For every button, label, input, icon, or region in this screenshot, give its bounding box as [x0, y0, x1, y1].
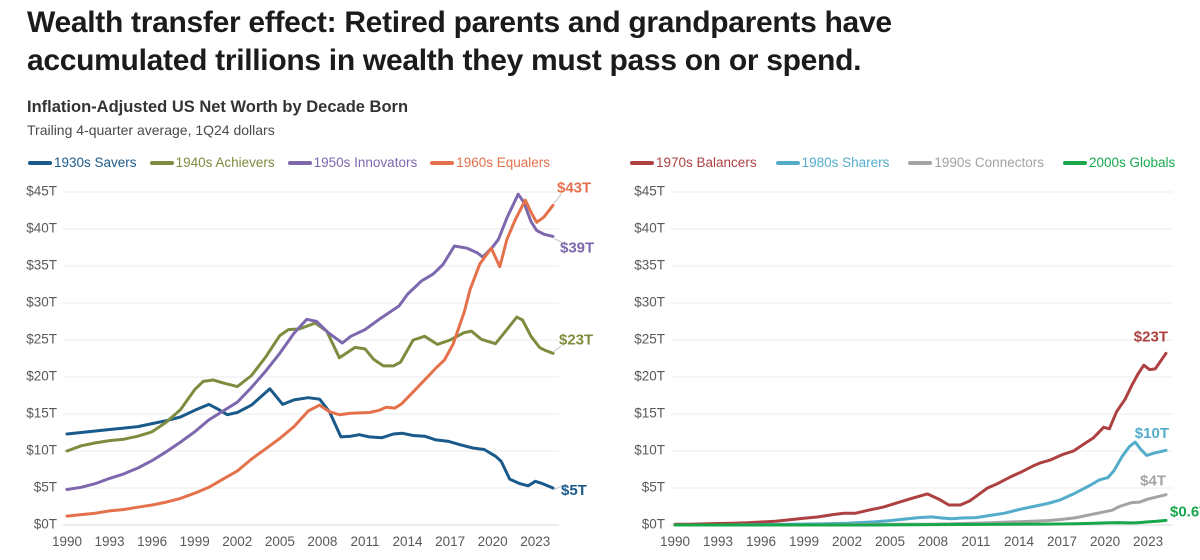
- x-tick-label: 2023: [1133, 534, 1163, 549]
- end-label-1990s-connectors: $4T: [1140, 473, 1166, 490]
- page-title: Wealth transfer effect: Retired parents …: [27, 4, 892, 80]
- end-label-2000s-globals: $0.6T: [1170, 503, 1200, 520]
- x-tick-label: 2008: [307, 534, 337, 549]
- x-tick-label: 2002: [832, 534, 862, 549]
- end-label-1970s-balancers: $23T: [1134, 328, 1168, 345]
- legend-item-1970s-balancers: 1970s Balancers: [630, 155, 757, 170]
- legend-item-1940s-achievers: 1940s Achievers: [149, 155, 275, 170]
- y-tick-label: $45T: [26, 184, 57, 199]
- series-line-1970s-balancers: [673, 351, 1168, 526]
- end-label-leader: [553, 194, 562, 204]
- y-tick-label: $45T: [634, 184, 665, 199]
- end-label-1980s-sharers: $10T: [1135, 425, 1169, 442]
- series-line-1960s-equalers: [65, 198, 555, 518]
- end-label-1940s-achievers: $23T: [559, 331, 593, 348]
- legend-item-1990s-connectors: 1990s Connectors: [908, 155, 1044, 170]
- x-tick-label: 2014: [393, 534, 424, 549]
- y-tick-label: $20T: [634, 369, 665, 384]
- series-line-2000s-globals: [673, 518, 1168, 527]
- legend-swatch-1970s-balancers: [630, 160, 654, 165]
- end-label-leader: [553, 484, 564, 491]
- legend-label-1970s-balancers: 1970s Balancers: [656, 155, 757, 170]
- x-tick-label: 2017: [1047, 534, 1077, 549]
- y-tick-label: $5T: [642, 480, 665, 495]
- net-worth-chart-younger-generations: $45T $40T $35T $30T $25T $20T $15T $10T $5T $0T 19…: [634, 184, 1200, 549]
- legend-item-1930s-savers: 1930s Savers: [28, 155, 137, 170]
- y-tick-label: $25T: [634, 332, 665, 347]
- x-tick-label: 2011: [350, 534, 379, 549]
- y-tick-label: $0T: [34, 517, 57, 532]
- end-label-1960s-equalers: $43T: [557, 179, 591, 196]
- legend-label-1950s-innovators: 1950s Innovators: [313, 155, 418, 170]
- x-tick-label: 2014: [1004, 534, 1035, 549]
- page-title-line1: Wealth transfer effect: Retired parents …: [27, 6, 892, 39]
- legend-label-1990s-connectors: 1990s Connectors: [934, 155, 1044, 170]
- y-tick-label: $15T: [26, 406, 57, 421]
- legend-swatch-1950s-innovators: [287, 160, 312, 165]
- end-label-leader: [553, 237, 563, 243]
- y-tick-label: $40T: [26, 221, 57, 236]
- x-tick-label: 2002: [222, 534, 252, 549]
- legend-item-1950s-innovators: 1950s Innovators: [287, 155, 418, 170]
- x-tick-label: 1996: [746, 534, 776, 549]
- legend-swatch-1940s-achievers: [149, 160, 174, 165]
- y-tick-label: $35T: [634, 258, 665, 273]
- net-worth-chart-older-generations: $45T $40T $35T $30T $25T $20T $15T $10T $5T $0T 19…: [26, 179, 594, 549]
- series-line-1930s-savers: [65, 387, 555, 490]
- legend-swatch-1930s-savers: [28, 160, 52, 165]
- chart-title: Inflation-Adjusted US Net Worth by Decad…: [27, 98, 409, 116]
- x-tick-label: 2020: [1090, 534, 1120, 549]
- x-tick-label: 1999: [789, 534, 819, 549]
- legend-label-1960s-equalers: 1960s Equalers: [456, 155, 551, 170]
- legend-swatch-2000s-globals: [1062, 160, 1087, 165]
- series-line-1990s-connectors: [673, 493, 1168, 527]
- legend-label-1930s-savers: 1930s Savers: [54, 155, 137, 170]
- legend-label-2000s-globals: 2000s Globals: [1088, 155, 1176, 170]
- y-tick-label: $0T: [642, 517, 665, 532]
- x-tick-label: 1996: [137, 534, 167, 549]
- series-line-1980s-sharers: [673, 440, 1168, 527]
- end-label-1950s-innovators: $39T: [560, 239, 594, 256]
- legend-item-1980s-sharers: 1980s Sharers: [775, 155, 890, 170]
- y-tick-label: $20T: [26, 369, 57, 384]
- x-tick-label: 2023: [520, 534, 550, 549]
- y-tick-label: $25T: [26, 332, 57, 347]
- x-tick-label: 2020: [478, 534, 508, 549]
- chart-subtitle: Trailing 4-quarter average, 1Q24 dollars: [27, 122, 275, 138]
- legend-label-1940s-achievers: 1940s Achievers: [175, 155, 275, 170]
- x-tick-label: 1993: [703, 534, 733, 549]
- legend-item-1960s-equalers: 1960s Equalers: [430, 155, 550, 170]
- x-tick-label: 1993: [95, 534, 125, 549]
- legend-label-1980s-sharers: 1980s Sharers: [801, 155, 890, 170]
- y-tick-label: $5T: [34, 480, 57, 495]
- x-tick-label: 2005: [875, 534, 905, 549]
- end-label-leader: [553, 345, 562, 352]
- y-tick-label: $30T: [634, 295, 665, 310]
- page-title-line2: accumulated trillions in wealth they mus…: [27, 43, 862, 77]
- y-tick-label: $10T: [26, 443, 57, 458]
- x-tick-label: 2008: [918, 534, 948, 549]
- legend-older-generations: 1930s Savers 1940s Achievers 1950s Innovat…: [28, 155, 550, 170]
- y-tick-label: $10T: [634, 443, 665, 458]
- legend-swatch-1980s-sharers: [775, 160, 800, 165]
- x-tick-label: 2017: [435, 534, 465, 549]
- x-tick-label: 1999: [180, 534, 210, 549]
- y-tick-label: $15T: [634, 406, 665, 421]
- legend-younger-generations: 1970s Balancers 1980s Sharers 1990s Connec…: [630, 155, 1175, 170]
- end-label-1930s-savers: $5T: [561, 482, 587, 499]
- x-tick-label: 1990: [660, 534, 690, 549]
- y-tick-label: $40T: [634, 221, 665, 236]
- series-line-1950s-innovators: [65, 192, 555, 491]
- x-tick-label: 2005: [265, 534, 295, 549]
- x-tick-label: 2011: [962, 534, 991, 549]
- legend-item-2000s-globals: 2000s Globals: [1062, 155, 1176, 170]
- legend-swatch-1960s-equalers: [430, 160, 455, 165]
- y-tick-label: $30T: [26, 295, 57, 310]
- series-line-1940s-achievers: [65, 315, 555, 453]
- y-tick-label: $35T: [26, 258, 57, 273]
- x-tick-label: 1990: [52, 534, 82, 549]
- legend-swatch-1990s-connectors: [908, 160, 933, 165]
